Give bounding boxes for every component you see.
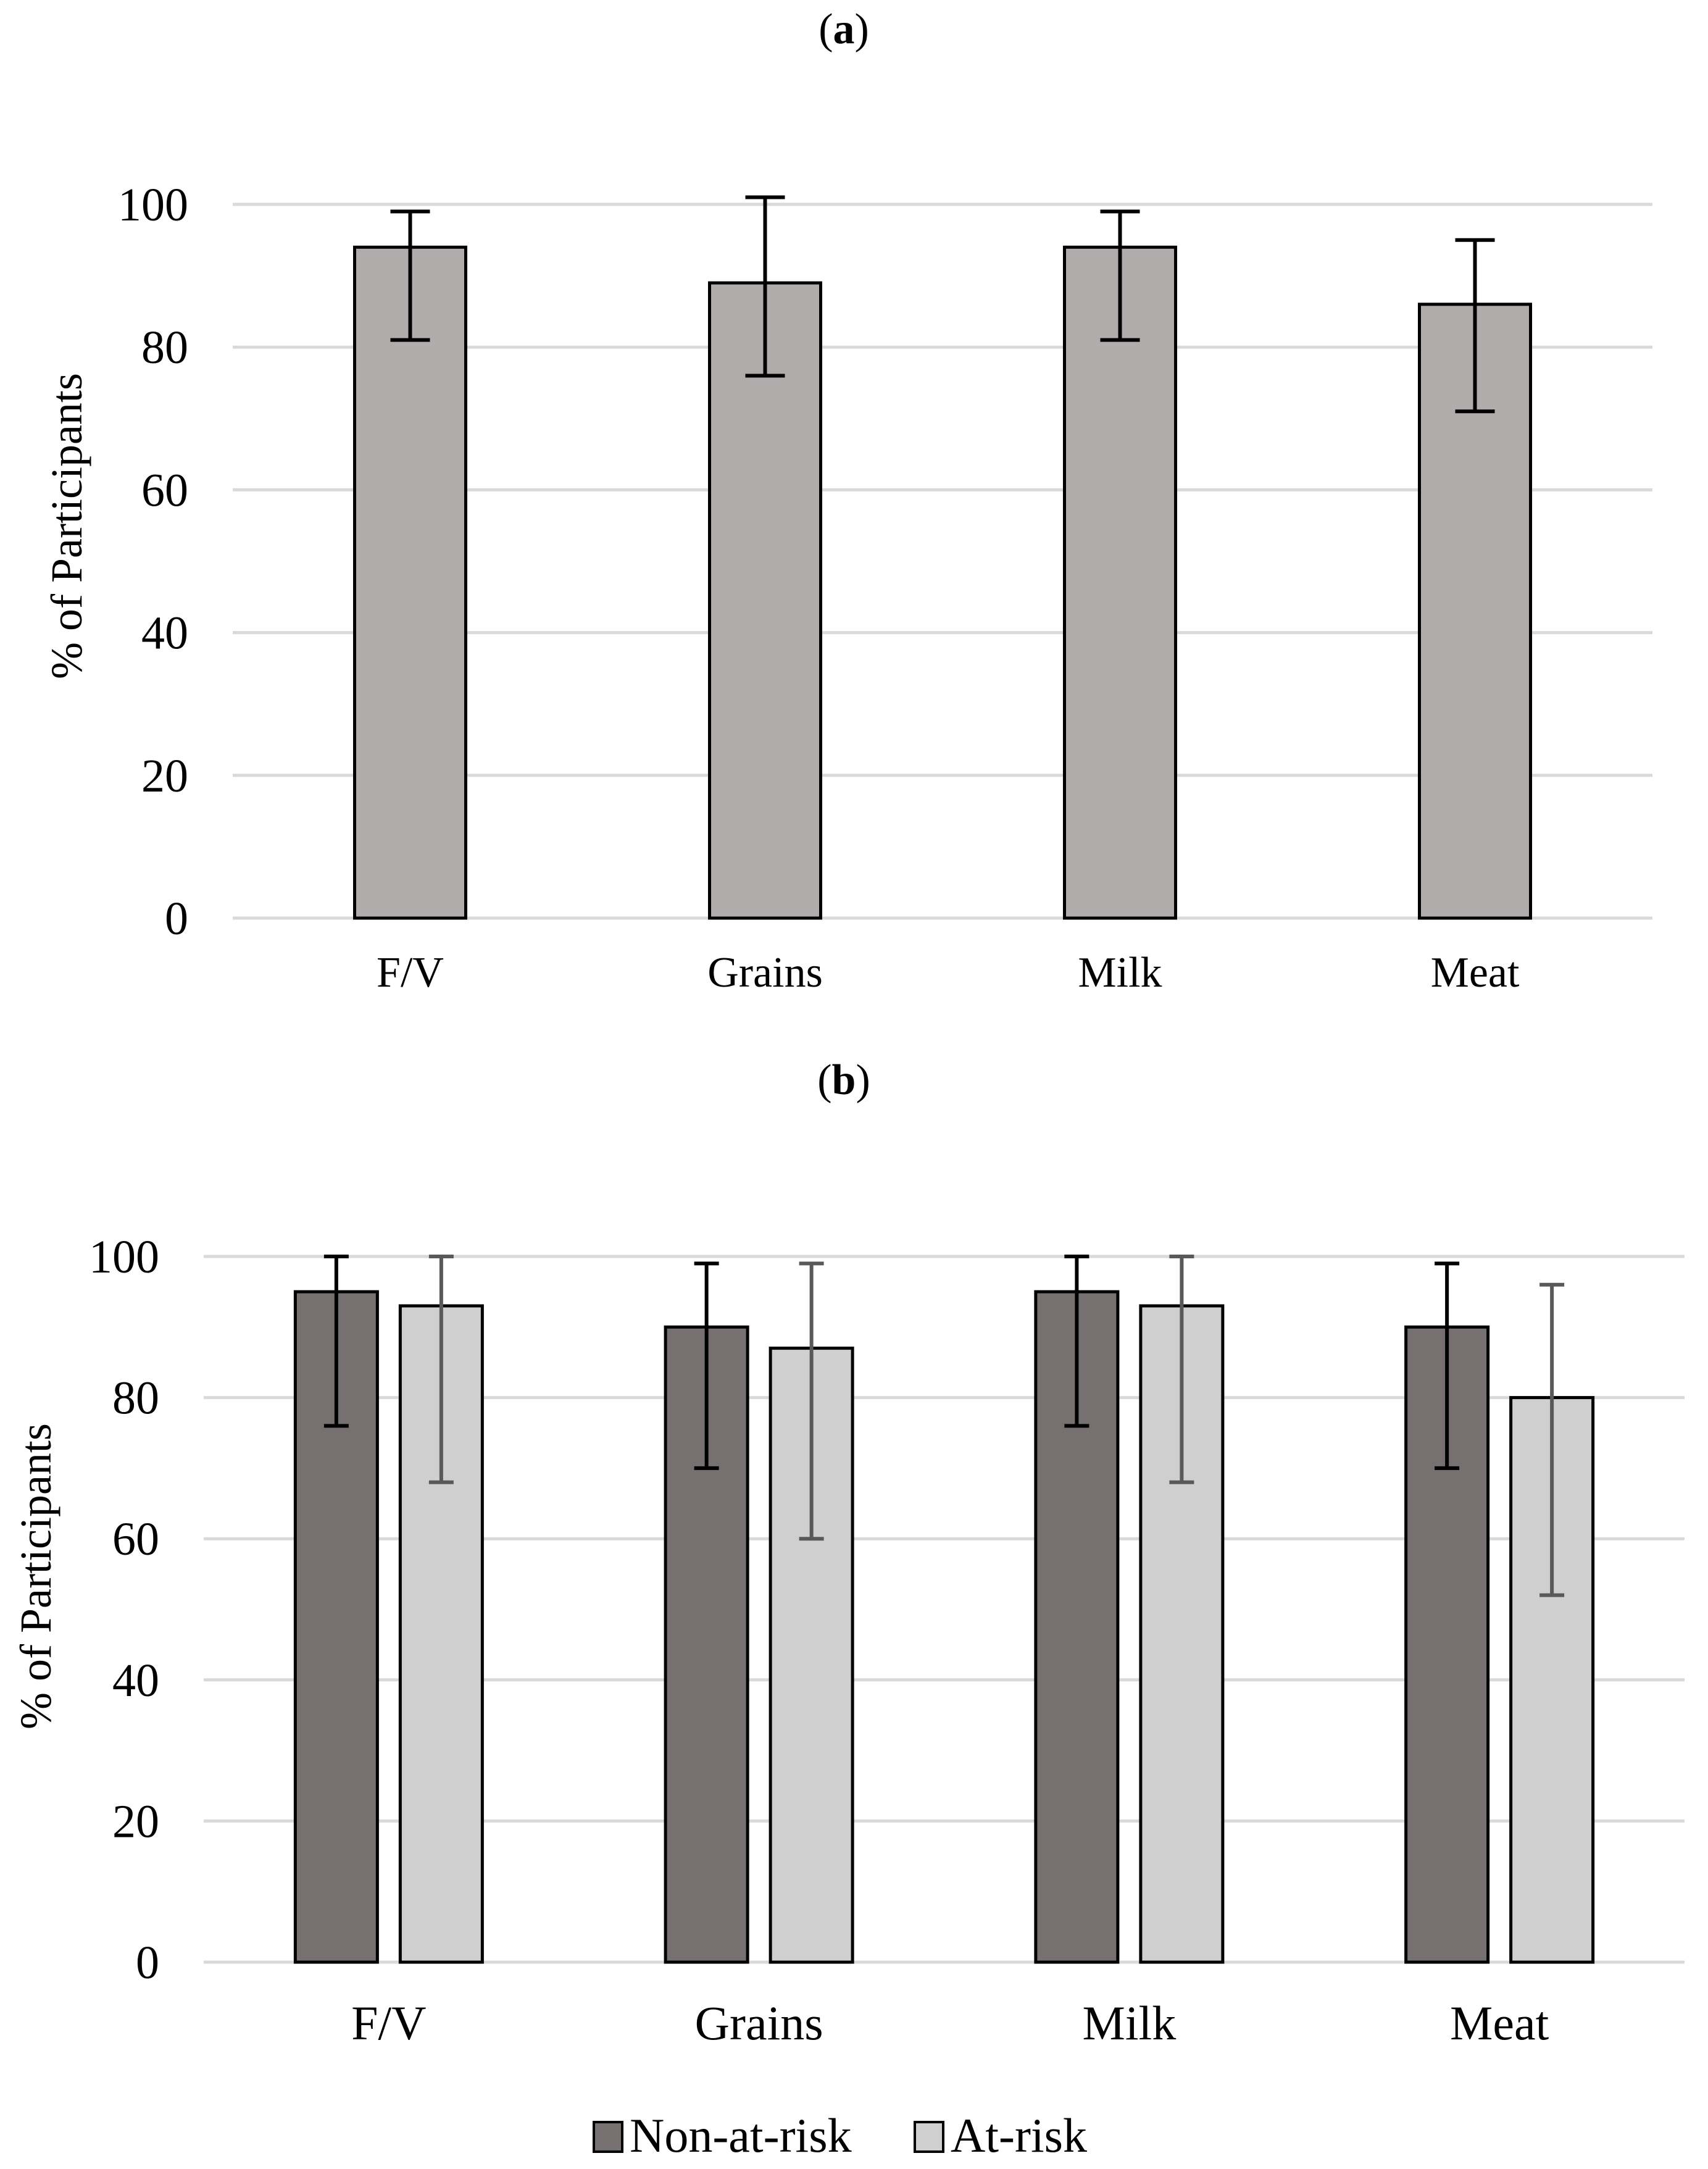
y-tick-label: 20 xyxy=(112,1795,159,1847)
x-tick-label-f-v: F/V xyxy=(351,1996,426,2050)
panel-a-letter: a xyxy=(833,6,855,53)
panel-b-label: (b) xyxy=(817,1056,870,1104)
y-tick-label: 40 xyxy=(141,608,188,659)
x-tick-label-milk: Milk xyxy=(1083,1996,1177,2050)
y-tick-label: 60 xyxy=(141,464,188,516)
legend-swatch-non-at-risk xyxy=(593,2121,623,2153)
y-tick-label: 0 xyxy=(165,893,188,945)
panel-b-paren-open: ( xyxy=(817,1056,831,1104)
chart-a: 0 20 40 60 80 100 F/V Grains Milk Meat xyxy=(118,179,1652,997)
legend: Non-at-risk At-risk xyxy=(593,2108,1087,2162)
x-tick-label-grains: Grains xyxy=(707,949,823,997)
y-tick-label: 100 xyxy=(118,179,188,231)
legend-swatch-at-risk xyxy=(914,2121,944,2153)
panel-a-paren-open: ( xyxy=(819,6,833,53)
x-tick-label-meat: Meat xyxy=(1431,949,1520,997)
y-tick-label: 0 xyxy=(136,1937,159,1989)
chart-b: 0 20 40 60 80 100 F/V Grains Milk Meat xyxy=(89,1231,1685,2050)
y-tick-label: 20 xyxy=(141,750,188,802)
panel-b-letter: b xyxy=(832,1056,856,1104)
panel-a-paren-close: ) xyxy=(855,6,869,53)
panel-a-y-axis-label: % of Participants xyxy=(42,373,91,679)
legend-label-non-at-risk: Non-at-risk xyxy=(630,2108,852,2162)
x-tick-label-f-v: F/V xyxy=(377,949,444,997)
y-tick-label: 60 xyxy=(112,1513,159,1565)
panel-b-y-axis-label: % of Participants xyxy=(11,1423,60,1729)
bar-all-participants-milk xyxy=(1063,245,1177,920)
x-tick-label-grains: Grains xyxy=(695,1996,823,2050)
panel-b-paren-close: ) xyxy=(856,1056,870,1104)
bar-all-participants-grains xyxy=(708,281,822,920)
legend-label-at-risk: At-risk xyxy=(951,2108,1087,2162)
y-tick-label: 80 xyxy=(112,1373,159,1424)
y-tick-label: 100 xyxy=(89,1231,159,1283)
bar-all-participants-f-v xyxy=(353,245,467,920)
x-tick-label-meat: Meat xyxy=(1450,1996,1549,2050)
y-tick-label: 40 xyxy=(112,1655,159,1707)
panel-a-label: (a) xyxy=(819,6,869,53)
x-tick-label-milk: Milk xyxy=(1078,949,1162,997)
y-tick-label: 80 xyxy=(141,322,188,374)
